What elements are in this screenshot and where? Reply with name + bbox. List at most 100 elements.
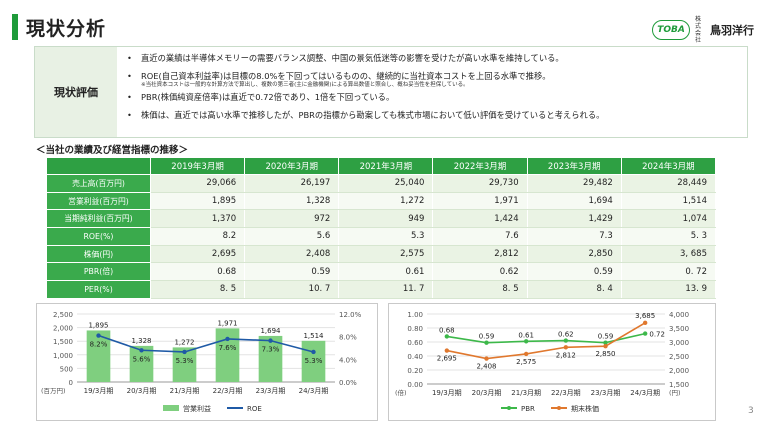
y-axis-unit: (倍): [395, 388, 407, 397]
evaluation-item: • 直近の業績は半導体メモリーの需要バランス調整、中国の景気低迷等の影響を受けたが…: [127, 53, 741, 64]
logo-company-name: 鳥羽洋行: [710, 24, 754, 37]
table-cell: 2,575: [338, 244, 434, 264]
pbr-data-label: 0.72: [649, 331, 665, 339]
chart2-svg: 0.00 0.20 0.40 0.60 0.80 1.00 1,500 2,000 2,500 3…: [395, 311, 689, 413]
legend-swatch-bar: [163, 405, 179, 411]
evaluation-text: 株価は、直近では高い水準で推移したが、PBRの指標から勘案しても株式市場において…: [141, 110, 605, 120]
evaluation-text: 直近の業績は半導体メモリーの需要バランス調整、中国の景気低迷等の影響を受けたが高…: [141, 53, 564, 63]
logo-badge: TOBA: [652, 20, 690, 40]
pbr-data-label: 0.61: [518, 331, 534, 339]
bar: [215, 328, 240, 382]
y-tick-label: 1,500: [53, 338, 73, 346]
row-header: 株価(円): [46, 244, 151, 264]
y-tick-label: 1.00: [407, 311, 423, 319]
table-cell: 0. 72: [620, 262, 717, 282]
table-cell: 5. 3: [620, 227, 717, 246]
row-header: 当期純利益(百万円): [46, 209, 151, 229]
evaluation-label: 現状評価: [35, 47, 117, 137]
table-cell: 0.61: [338, 262, 434, 282]
roe-point: [182, 349, 187, 355]
table-cell: 29,066: [149, 174, 246, 193]
stock-price-data-label: 2,812: [556, 351, 576, 359]
roe-data-label: 5.3%: [305, 357, 323, 365]
y-tick-label: 500: [60, 365, 73, 373]
roe-point: [139, 348, 144, 353]
y-tick-label: 0.20: [407, 367, 423, 375]
y2-tick-label: 8.0%: [339, 334, 357, 342]
table-cell: 5.3: [338, 227, 434, 246]
table-cell: 0.62: [432, 262, 528, 282]
x-tick-label: 24/3月期: [630, 389, 660, 397]
pbr-point: [484, 340, 489, 345]
table-row: 営業利益(百万円) 1,895 1,328 1,272 1,971 1,694 1,514: [46, 191, 717, 211]
table-cell: 13. 9: [620, 280, 717, 299]
table-cell: 3, 685: [620, 244, 717, 264]
title-accent-bar: [12, 14, 18, 40]
table-row: 当期純利益(百万円) 1,370 972 949 1,424 1,429 1,074: [46, 209, 717, 229]
table-cell: 26,197: [244, 174, 340, 193]
column-header: 2020年3月期: [244, 157, 340, 175]
x-tick-label: 23/3月期: [591, 389, 621, 397]
table-row: 売上高(百万円) 29,066 26,197 25,040 29,730 29,482 28…: [46, 174, 717, 193]
pbr-point: [523, 339, 529, 344]
table-cell: 1,328: [244, 191, 340, 211]
stock-price-data-label: 2,408: [476, 363, 496, 371]
bullet: •: [127, 53, 132, 63]
roe-data-label: 7.3%: [262, 346, 280, 354]
table-cell: 2,695: [149, 244, 246, 264]
y2-tick-label: 4.0%: [339, 356, 357, 364]
x-tick-label: 20/3月期: [127, 387, 157, 395]
evaluation-item: • PBR(株価純資産倍率)は直近で0.72倍であり、1倍を下回っている。: [127, 92, 741, 103]
table-header-row: 2019年3月期 2020年3月期 2021年3月期 2022年3月期 2023年3月期…: [46, 157, 717, 175]
column-header: 2024年3月期: [620, 157, 717, 175]
evaluation-text: ROE(自己資本利益率)は目標の8.0%を下回ってはいるものの、継続的に当社資本…: [141, 71, 551, 81]
table-cell: 5.6: [244, 227, 340, 246]
bar-data-label: 1,514: [303, 332, 324, 340]
pbr-data-label: 0.68: [439, 326, 455, 334]
table-cell: 1,074: [620, 209, 717, 229]
row-header: PBR(倍): [46, 262, 151, 282]
roe-data-label: 5.6%: [133, 355, 151, 363]
table-row: ROE(%) 8.2 5.6 5.3 7.6 7.3 5. 3: [46, 227, 717, 246]
table-cell: 10. 7: [244, 280, 340, 299]
stock-price-data-label: 2,575: [516, 358, 536, 366]
y-tick-label: 0: [69, 379, 73, 387]
page-title: 現状分析: [26, 18, 107, 40]
legend-label: PBR: [521, 405, 535, 413]
y2-tick-label: 4,000: [669, 311, 689, 319]
table-cell: 7.6: [432, 227, 528, 246]
y2-tick-label: 2,000: [669, 367, 689, 375]
row-header: ROE(%): [46, 227, 151, 246]
pbr-point: [444, 334, 450, 339]
table-cell: 1,424: [432, 209, 528, 229]
stock-price-point: [642, 320, 648, 326]
row-header: 営業利益(百万円): [46, 191, 151, 211]
stock-price-line: [446, 322, 646, 360]
y2-tick-label: 12.0%: [339, 311, 362, 319]
evaluation-text: PBR(株価純資産倍率)は直近で0.72倍であり、1倍を下回っている。: [141, 92, 395, 102]
evaluation-item: • 株価は、直近では高い水準で推移したが、PBRの指標から勘案しても株式市場におい…: [127, 110, 741, 121]
y2-tick-label: 0.0%: [339, 379, 357, 387]
table-cell: 29,482: [526, 174, 622, 193]
table-cell: 0.68: [149, 262, 246, 282]
y2-tick-label: 2,500: [669, 353, 689, 361]
bullet: •: [127, 71, 132, 81]
stock-price-point: [563, 345, 569, 350]
y-tick-label: 2,000: [53, 325, 73, 333]
roe-point: [311, 349, 316, 355]
table-cell: 1,272: [338, 191, 434, 211]
table-cell: 8.2: [149, 227, 246, 246]
table-cell: 8. 5: [432, 280, 528, 299]
legend-label: 期末株価: [571, 404, 599, 413]
pbr-data-label: 0.59: [598, 333, 614, 341]
bullet: •: [127, 110, 132, 120]
x-tick-label: 24/3月期: [299, 387, 329, 395]
y-tick-label: 0.80: [407, 325, 423, 333]
y-tick-label: 0.60: [407, 339, 423, 347]
bar-data-label: 1,895: [88, 321, 108, 329]
evaluation-note: ※当社資本コストは一般的な計算方法で算出し、複数の第三者(主に金融機関)による算…: [141, 82, 469, 88]
y-tick-label: 0.00: [407, 381, 423, 389]
x-tick-label: 23/3月期: [256, 387, 286, 395]
table-row: 株価(円) 2,695 2,408 2,575 2,812 2,850 3, 685: [46, 244, 717, 264]
table-cell: 1,370: [149, 209, 246, 229]
